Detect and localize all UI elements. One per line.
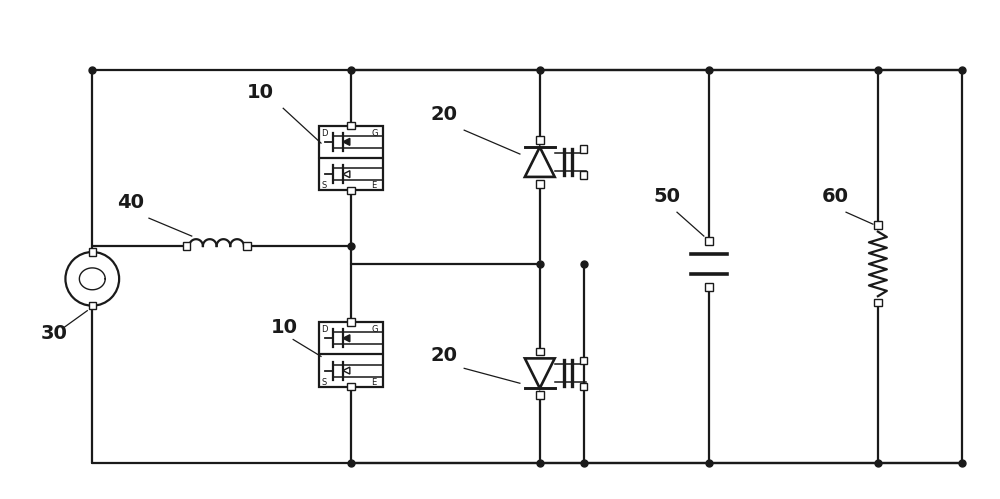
Bar — [243, 243, 251, 250]
Bar — [536, 180, 544, 188]
Bar — [319, 322, 383, 387]
Text: G: G — [371, 325, 378, 334]
Bar — [347, 122, 355, 129]
Text: 50: 50 — [653, 187, 680, 206]
Bar — [580, 171, 587, 179]
Text: E: E — [371, 181, 376, 190]
Bar — [874, 299, 882, 306]
Text: E: E — [371, 378, 376, 387]
Bar — [580, 383, 587, 390]
Bar — [580, 145, 587, 153]
Text: G: G — [371, 129, 378, 138]
Polygon shape — [343, 171, 350, 178]
Bar — [319, 126, 383, 190]
Polygon shape — [343, 367, 350, 374]
Bar — [536, 348, 544, 355]
Text: 30: 30 — [41, 323, 67, 342]
Bar — [874, 222, 882, 229]
Text: 10: 10 — [271, 317, 298, 336]
Polygon shape — [343, 335, 350, 342]
Text: S: S — [321, 181, 327, 190]
Text: D: D — [321, 325, 328, 334]
Bar — [183, 243, 190, 250]
Text: 60: 60 — [822, 187, 849, 206]
Text: 20: 20 — [430, 346, 457, 365]
Bar — [347, 383, 355, 390]
Bar — [580, 357, 587, 364]
Text: 20: 20 — [430, 105, 457, 124]
Bar — [89, 302, 96, 309]
Text: 10: 10 — [246, 83, 273, 102]
Text: 40: 40 — [117, 193, 144, 212]
Bar — [536, 391, 544, 399]
Bar — [347, 187, 355, 194]
Bar — [536, 136, 544, 144]
Text: D: D — [321, 129, 328, 138]
Bar — [347, 318, 355, 326]
Bar — [89, 249, 96, 255]
Polygon shape — [343, 138, 350, 145]
Bar — [705, 238, 713, 245]
Bar — [705, 283, 713, 290]
Text: S: S — [321, 378, 327, 387]
